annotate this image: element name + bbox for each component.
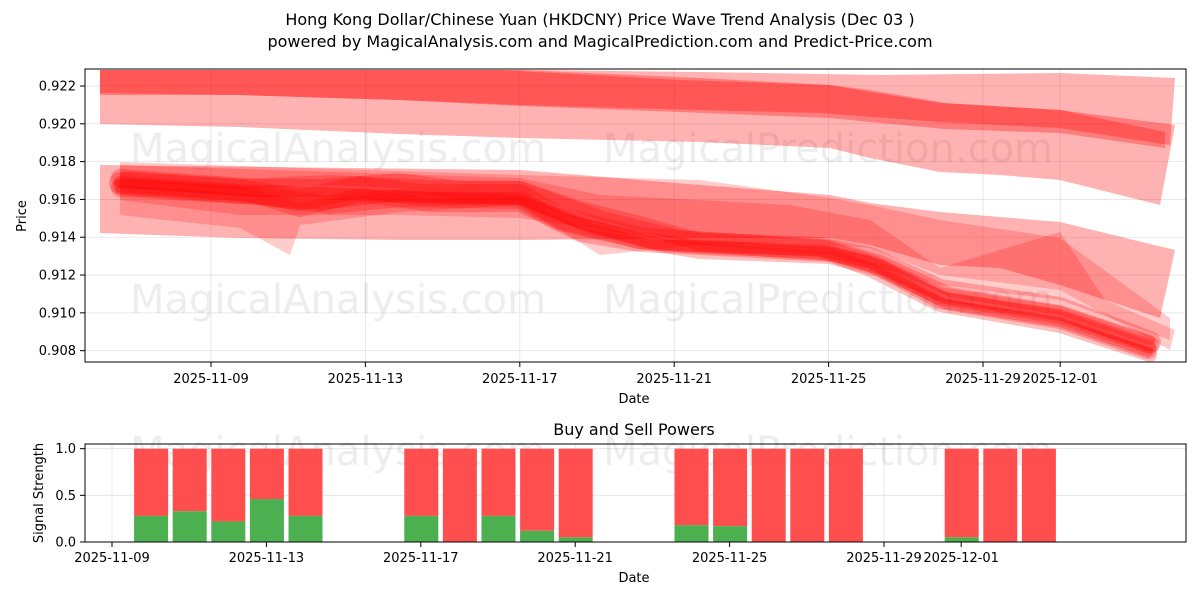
sell-power-bar [520,449,554,531]
buy-sell-y-axis: 0.0 0.5 1.0 [55,442,85,550]
sell-power-bar [829,449,863,542]
x-tick-label: 2025-12-01 [923,551,999,566]
x-tick-label: 2025-11-13 [328,372,404,387]
x-tick-label: 2025-11-21 [636,372,712,387]
price-x-axis: 2025-11-09 2025-11-13 2025-11-17 2025-11-21… [173,362,1098,387]
y-tick-label: 0.908 [39,344,76,359]
sell-power-bar [443,449,477,542]
buy-power-bar [713,526,747,542]
sell-power-bar [790,449,824,542]
sell-power-bar [752,449,786,542]
buy-sell-y-axis-label: Signal Strength [32,443,47,543]
x-tick-label: 2025-11-09 [173,372,249,387]
sell-power-bar [983,449,1017,542]
sell-power-bar [211,449,245,522]
y-tick-label: 0.910 [39,306,76,321]
sell-power-bar [482,449,516,516]
buy-power-bar [404,516,438,542]
x-tick-label: 2025-11-17 [383,551,459,566]
buy-sell-plot: Buy and Sell Powers MagicalAnalysis.com … [32,420,1186,586]
y-tick-label: 0.0 [55,536,76,551]
buy-power-bar [482,516,516,542]
buy-power-bar [211,521,245,542]
sell-power-bar [559,449,593,538]
y-tick-label: 0.922 [39,80,76,95]
buy-power-bar [250,499,284,542]
price-y-axis: 0.908 0.910 0.912 0.914 0.916 0.918 0.920 0.922 [39,80,85,360]
buy-power-bar [945,537,979,542]
y-tick-label: 0.912 [39,269,76,284]
buy-sell-x-axis-label: Date [618,571,649,586]
sell-power-bar [250,449,284,499]
y-tick-label: 1.0 [55,442,76,457]
buy-power-bar [289,516,323,542]
sell-power-bar [134,449,168,516]
sell-power-bar [289,449,323,516]
price-x-axis-label: Date [618,392,649,407]
watermark-left-mid: MagicalAnalysis.com [130,277,546,323]
x-tick-label: 2025-11-25 [791,372,867,387]
sell-power-bar [173,449,207,512]
buy-power-bar [134,516,168,542]
buy-power-bar [675,525,709,542]
sell-power-bar [675,449,709,526]
x-tick-label: 2025-11-21 [537,551,613,566]
buy-power-bar [520,531,554,542]
buy-power-bar [559,537,593,542]
sell-power-bar [1022,449,1056,542]
x-tick-label: 2025-11-29 [945,372,1021,387]
y-tick-label: 0.920 [39,117,76,132]
sell-power-bar [945,449,979,538]
y-tick-label: 0.918 [39,155,76,170]
x-tick-label: 2025-12-01 [1022,372,1098,387]
sell-power-bar [713,449,747,526]
y-tick-label: 0.5 [55,489,76,504]
x-tick-label: 2025-11-29 [846,551,922,566]
y-tick-label: 0.916 [39,193,76,208]
y-tick-label: 0.914 [39,231,76,246]
x-tick-label: 2025-11-17 [482,372,558,387]
buy-sell-x-axis: 2025-11-09 2025-11-13 2025-11-17 2025-11-21… [74,542,999,566]
price-y-axis-label: Price [15,200,30,232]
sell-power-bar [404,449,438,516]
price-plot: MagicalAnalysis.com MagicalPrediction.co… [15,69,1186,407]
buy-power-bar [173,511,207,542]
x-tick-label: 2025-11-25 [692,551,768,566]
x-tick-label: 2025-11-13 [229,551,305,566]
x-tick-label: 2025-11-09 [74,551,150,566]
chart-canvas: MagicalAnalysis.com MagicalPrediction.co… [0,0,1200,600]
